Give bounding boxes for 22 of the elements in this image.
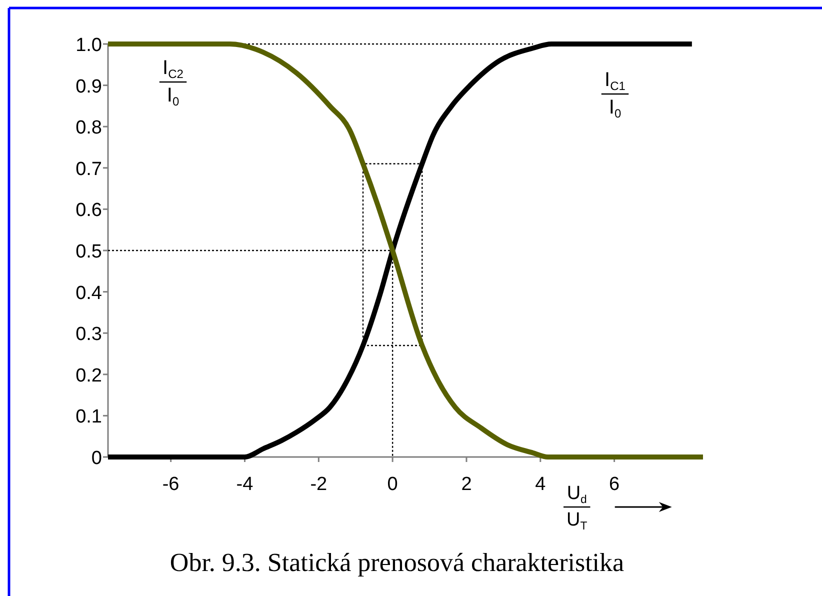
x-axis-title: U$_{d}$ U$_{T}$: [566, 483, 588, 532]
x-tick-label: 2: [461, 474, 472, 495]
y-tick-label: 0.5: [76, 242, 102, 262]
text: Obr. 9.3. Statická prenosová charakteristika: [170, 548, 625, 577]
y-tick-label: 0.3: [76, 324, 102, 346]
y-tick-label: 0.2: [76, 365, 102, 386]
x-tick-label: -2: [310, 474, 328, 495]
x-tick-label: -6: [162, 474, 180, 495]
y-tick-label: 0.9: [76, 76, 102, 98]
series-label: I$_{C1}$ I$_{0}$: [604, 69, 626, 121]
series-label: I$_{C2}$ I$_{0}$: [162, 57, 184, 109]
y-tick-label: 0.4: [76, 282, 102, 304]
y-tick-label: 0.1: [76, 406, 102, 428]
y-tick-label: 0.7: [76, 158, 102, 180]
x-tick-label: 0: [387, 474, 398, 495]
x-tick-label: 6: [609, 474, 620, 495]
y-tick-label: 0.6: [76, 200, 102, 222]
x-tick-label: 4: [535, 474, 546, 495]
y-tick-label: 0.8: [76, 118, 102, 139]
y-tick-label: 1.0: [76, 35, 102, 56]
y-tick-label: 0: [91, 448, 102, 469]
x-tick-label: -4: [236, 474, 254, 495]
